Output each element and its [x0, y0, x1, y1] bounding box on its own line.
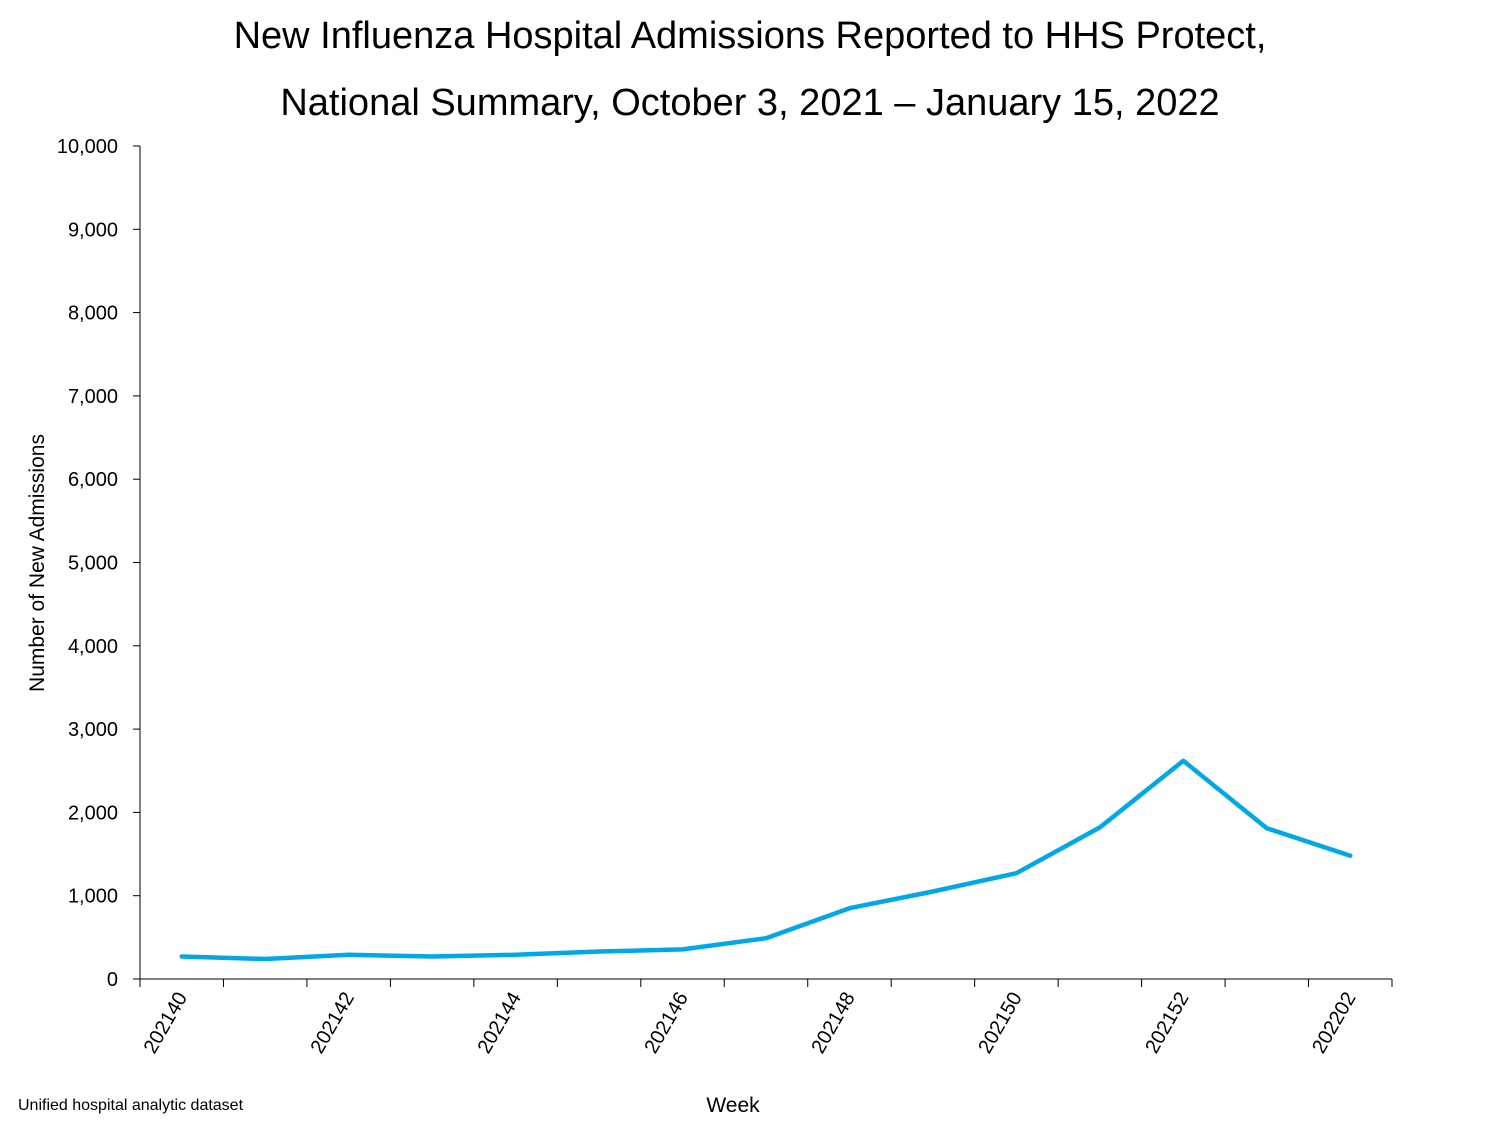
x-axis: 202140 202142 202144 202146 202148 202150 2021… — [139, 978, 1393, 1058]
x-tick-label: 202140 — [140, 989, 192, 1058]
y-axis-label: Number of New Admissions — [26, 434, 49, 692]
y-tick-label: 6,000 — [68, 469, 118, 491]
x-tick-label: 202146 — [640, 989, 692, 1058]
y-tick-label: 9,000 — [68, 219, 118, 241]
x-tick-label: 202150 — [974, 989, 1026, 1058]
y-tick-label: 4,000 — [68, 636, 118, 658]
x-tick-label: 202144 — [474, 989, 526, 1058]
y-tick-label: 8,000 — [68, 303, 118, 325]
y-tick-label: 2,000 — [68, 802, 118, 824]
y-tick-label: 1,000 — [68, 886, 118, 908]
chart-title-line-1: New Influenza Hospital Admissions Report… — [234, 15, 1267, 57]
y-tick-label: 3,000 — [68, 719, 118, 741]
x-tick-label: 202142 — [307, 989, 359, 1058]
source-note: Unified hospital analytic dataset — [18, 1097, 244, 1114]
y-tick-label: 7,000 — [68, 386, 118, 408]
x-axis-label: Week — [706, 1094, 760, 1117]
y-tick-label: 10,000 — [57, 136, 118, 158]
x-tick-label: 202148 — [807, 989, 859, 1058]
series-line — [179, 758, 1353, 962]
x-tick-label: 202202 — [1308, 989, 1360, 1058]
x-tick-label: 202152 — [1141, 989, 1193, 1058]
y-axis: 0 1,000 2,000 3,000 4,000 5,000 6,000 7,000 8,00… — [57, 136, 141, 991]
series-layer — [179, 758, 1353, 962]
chart-title-line-2: National Summary, October 3, 2021 – Janu… — [280, 82, 1219, 124]
y-tick-label: 5,000 — [68, 553, 118, 575]
y-tick-label: 0 — [107, 969, 118, 991]
